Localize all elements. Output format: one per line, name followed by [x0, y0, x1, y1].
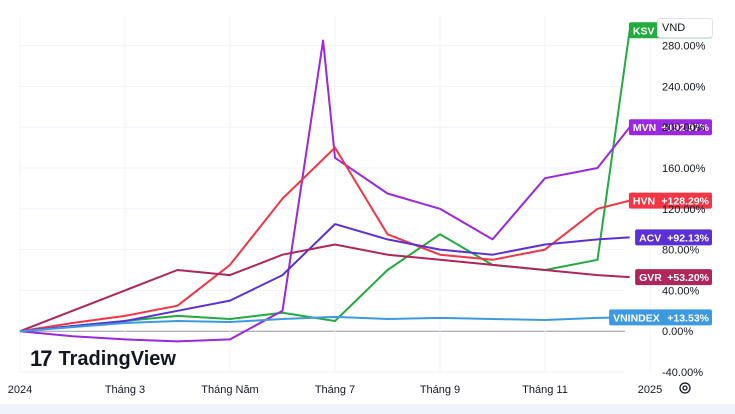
y-axis: 280.00% 240.00% 200.00% 160.00% 120.00% 80.00… [662, 41, 706, 379]
series-tag-name: MVN [633, 122, 656, 134]
series-tag-gvr: GVR +53.20% [635, 269, 712, 286]
x-tick-label: Tháng Năm [201, 384, 258, 396]
series-line-ksv [19, 30, 631, 333]
x-tick-label: 2025 [638, 384, 662, 396]
y-tick-label: 280.00% [662, 41, 706, 53]
x-tick-label: Tháng 11 [522, 384, 568, 396]
currency-selector[interactable]: VND [657, 18, 713, 38]
series-line-gvr [19, 243, 630, 333]
x-tick-label: Tháng 7 [315, 384, 355, 396]
series-tag-name: VNINDEX [613, 312, 660, 324]
x-tick-label: Tháng 3 [105, 384, 145, 396]
series-tag-mvn: MVN +192.97% [628, 119, 712, 136]
tradingview-logo: 17 TradingView [30, 346, 176, 372]
y-tick-label: 40.00% [662, 285, 700, 297]
series-lines [19, 30, 631, 343]
y-tick-label: 0.00% [662, 326, 693, 338]
y-tick-label: 240.00% [662, 81, 706, 93]
grid [19, 15, 651, 373]
series-line-mvn [19, 39, 631, 343]
series-tag-acv: ACV +92.13% [635, 229, 712, 246]
y-tick-label: 120.00% [662, 204, 706, 216]
bottom-toolbar [0, 404, 735, 414]
y-tick-label: 80.00% [662, 245, 700, 257]
y-tick-label: 200.00% [662, 122, 706, 134]
tradingview-logo-icon: 17 [30, 346, 53, 371]
series-tag-value: +53.20% [667, 272, 709, 284]
series-tag-value: +192.97% [661, 122, 709, 134]
x-tick-label: Tháng 9 [420, 384, 460, 396]
series-tag-name: KSV [633, 25, 655, 37]
y-tick-label: -40.00% [662, 367, 703, 379]
series-tag-name: HVN [633, 196, 655, 208]
series-tag-value: +92.13% [667, 232, 709, 244]
y-tick-label: 160.00% [662, 163, 706, 175]
settings-gear-icon[interactable] [678, 381, 692, 395]
series-tag-name: ACV [639, 232, 661, 244]
series-tag-value: +128.29% [661, 196, 709, 208]
tradingview-logo-text: TradingView [58, 347, 176, 370]
x-axis: 2024 Tháng 3 Tháng Năm Tháng 7 Tháng 9 Tháng … [8, 384, 662, 396]
series-line-hvn [19, 146, 630, 333]
x-tick-label: 2024 [8, 384, 32, 396]
series-tag-vnindex: VNINDEX +13.53% [609, 309, 712, 326]
series-tag-hvn: HVN +128.29% [628, 192, 712, 209]
series-tag-value: +13.53% [667, 312, 709, 324]
series-line-vnindex [19, 315, 630, 333]
series-line-acv [19, 223, 630, 333]
series-tag-name: GVR [639, 272, 662, 284]
